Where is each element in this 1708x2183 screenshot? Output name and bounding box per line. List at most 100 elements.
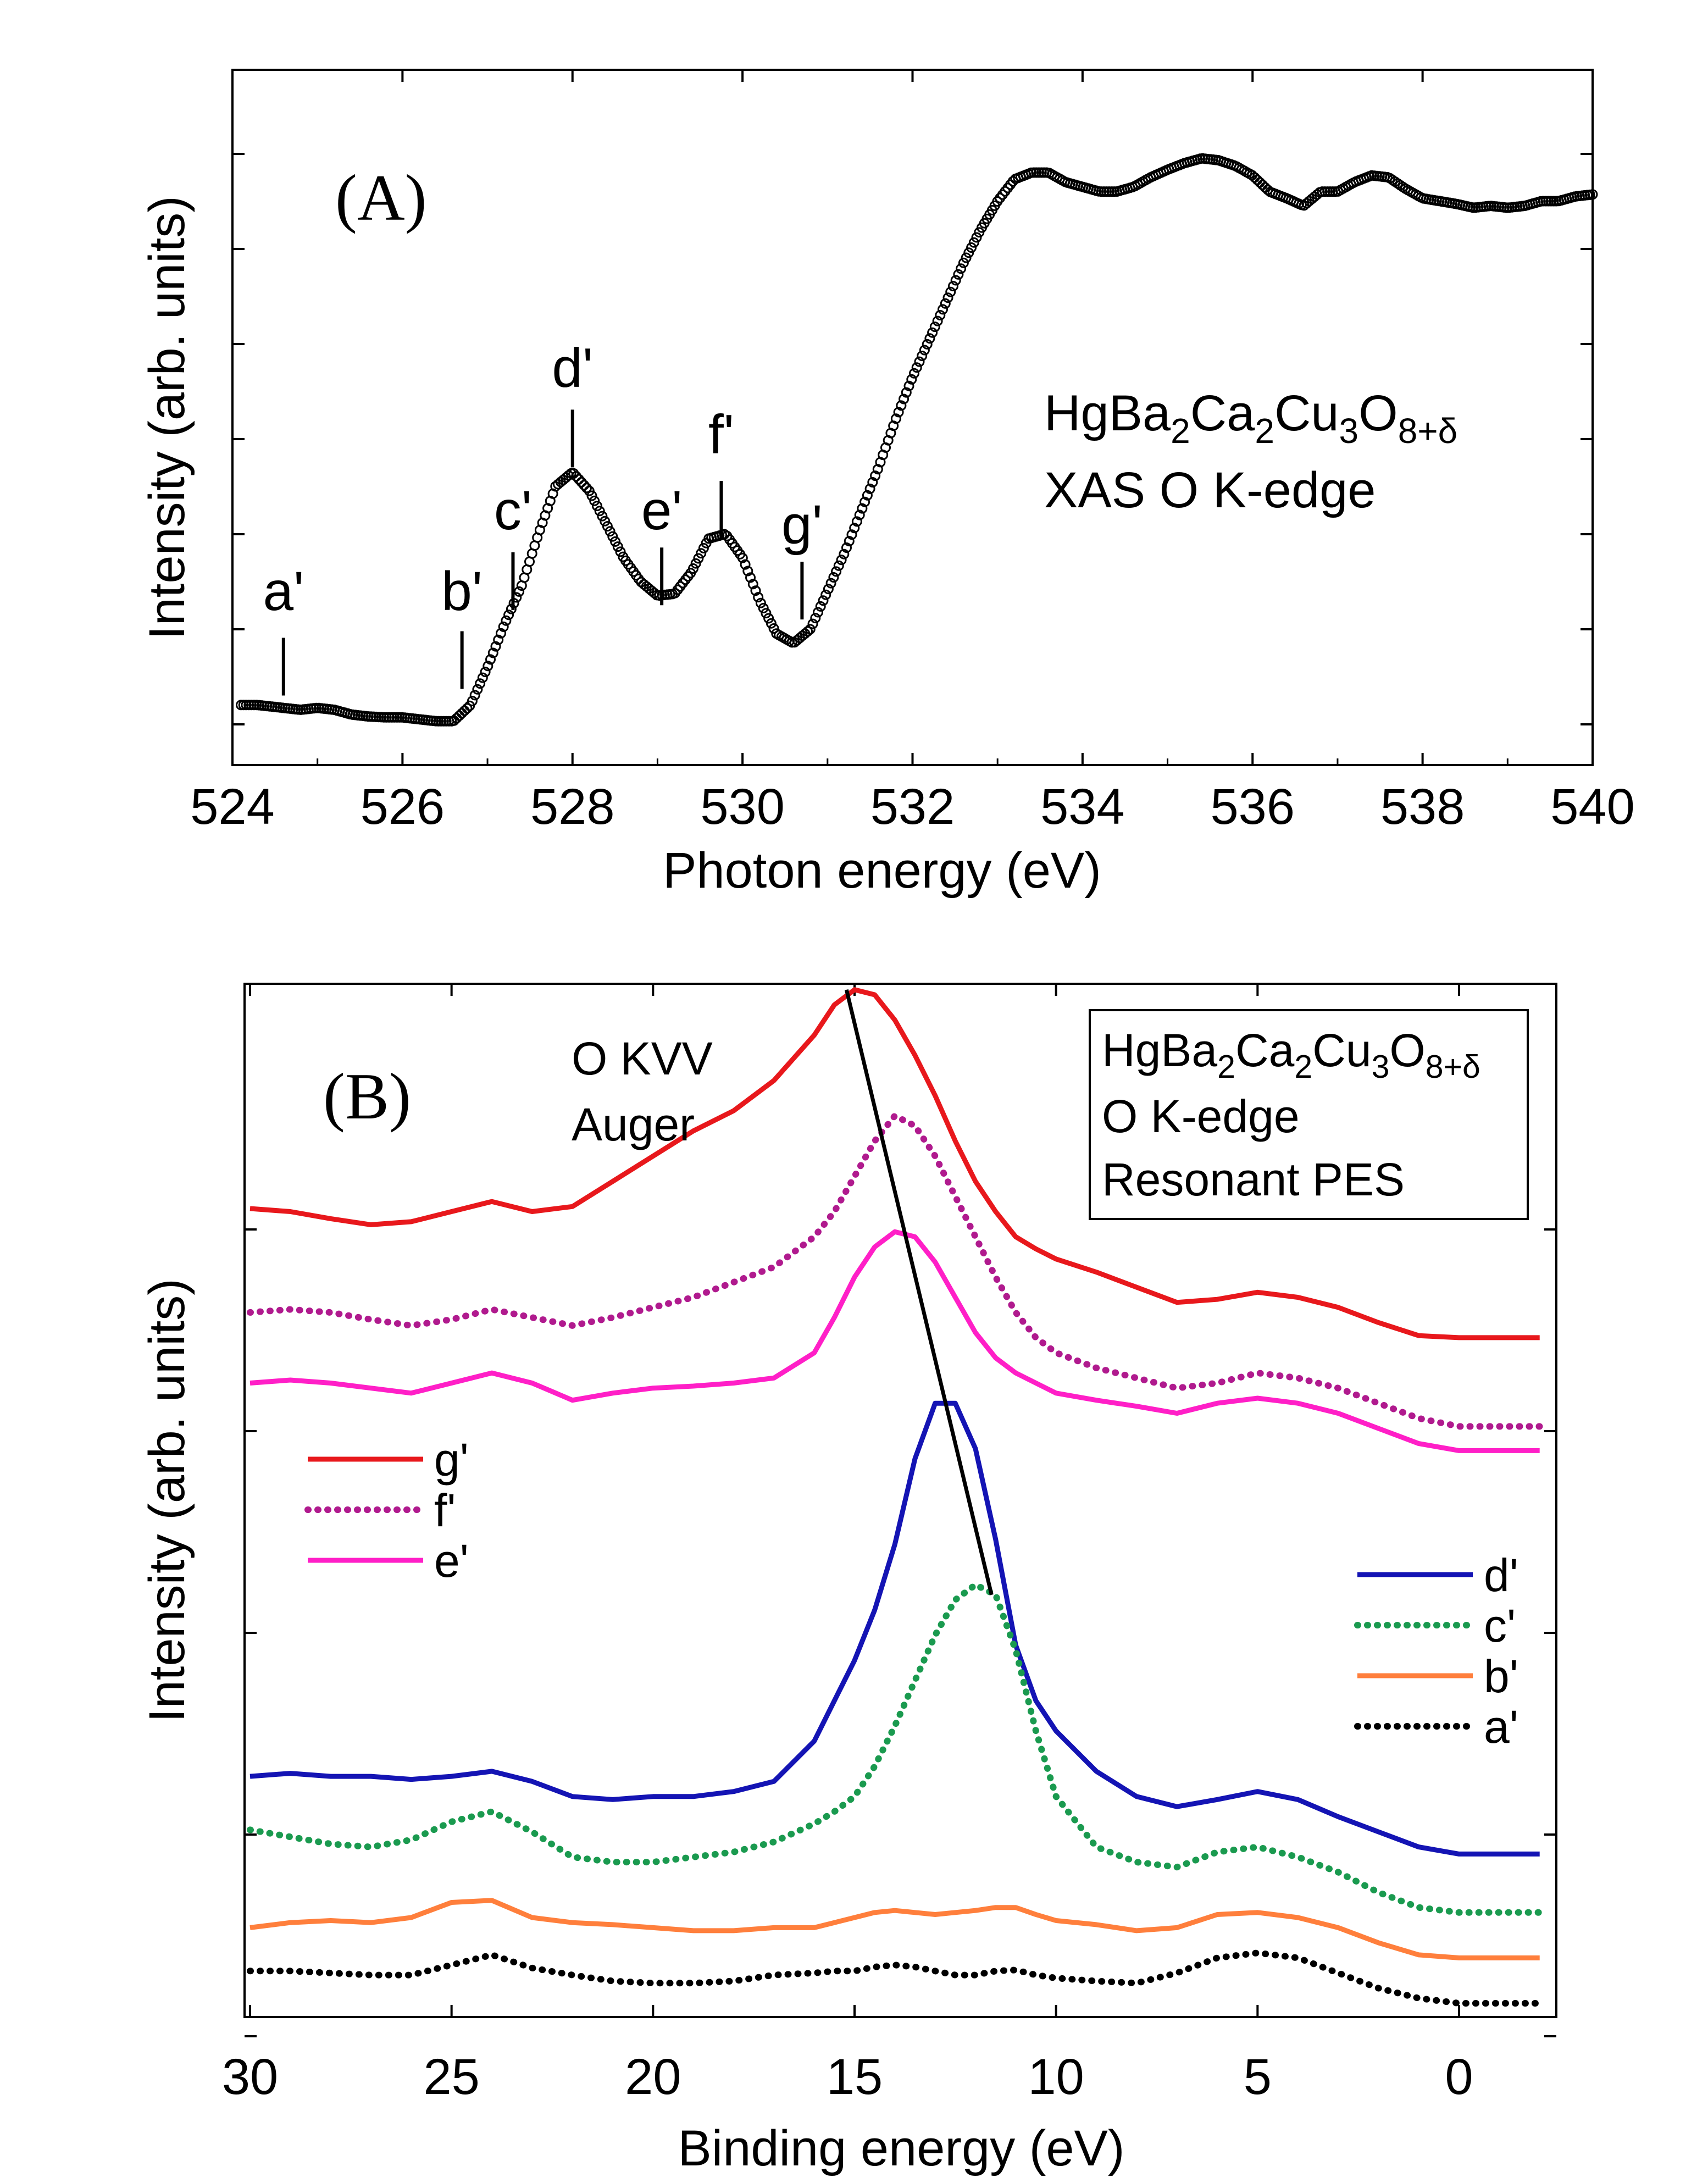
panel-a-data-point (472, 684, 483, 695)
spectrum-dp (249, 1400, 1540, 1857)
panel-b-x-tick-label: 30 (222, 2049, 278, 2105)
panel-a-data-point (807, 618, 818, 629)
panel-a-data-markers (236, 153, 1598, 727)
panel-a-ticks: 524 526 528 530 532 534 536 538 540 (190, 70, 1635, 835)
legend-label: f' (434, 1484, 456, 1536)
panel-a-x-tick-label: 534 (1040, 779, 1125, 835)
legend-label: c' (1484, 1600, 1516, 1652)
panel-a-data-point (802, 626, 813, 637)
panel-a-data-point (475, 678, 486, 689)
panel-a-data-point (514, 586, 525, 597)
panel-b-annotation-box (1089, 1009, 1529, 1220)
panel-a-data-point (589, 495, 600, 506)
panel-a-data-point (496, 628, 506, 639)
panel-a-data-point (919, 345, 930, 356)
panel-a-data-point (607, 531, 618, 542)
panel-b-x-tick-label: 20 (625, 2049, 681, 2105)
panel-a-data-point (963, 247, 974, 258)
panel-a-data-point (958, 257, 969, 268)
panel-a-technique: XAS O K-edge (1044, 462, 1376, 518)
panel-a-data-point (750, 585, 761, 596)
panel-a-data-point (766, 618, 777, 629)
panel-a-data-point (953, 269, 964, 280)
panel-a-data-point (901, 387, 912, 398)
panel-a-data-point (909, 368, 919, 379)
auger-label-line1: O KVV (572, 1033, 713, 1084)
panel-a-data-point (942, 292, 953, 303)
panel-b-edge: O K-edge (1102, 1090, 1300, 1142)
panel-a-data-point (755, 597, 766, 608)
panel-a-data-point (1007, 176, 1018, 187)
panel-a-data-point (493, 634, 504, 645)
formula-part: 8+δ (1398, 411, 1458, 451)
panel-a-data-point (605, 526, 615, 537)
panel-a-data-point (592, 501, 602, 512)
panel-a-data-point (857, 503, 868, 514)
panel-a-data-point (828, 572, 839, 583)
panel-a-data-point (825, 578, 836, 589)
panel-a-data-point (467, 696, 478, 706)
panel-a-data-point (693, 553, 704, 564)
panel-b-x-axis-title: Binding energy (eV) (678, 2120, 1124, 2176)
panel-a-data-point (742, 566, 753, 577)
panel-a-data-point (477, 672, 488, 683)
legend-label: d' (1484, 1549, 1518, 1601)
panel-a-data-point (480, 667, 491, 678)
spectrum-fp (247, 1112, 1543, 1430)
panel-a-data-point (940, 298, 951, 309)
panel-a-data-point (571, 471, 582, 482)
panel-b-formula: HgBa2Ca2Cu3O8+δ (1102, 1024, 1480, 1085)
panel-a-x-tick-label: 526 (361, 779, 445, 835)
formula-part: 3 (1339, 411, 1359, 451)
panel-a-data-point (805, 624, 816, 635)
panel-a-data-point (922, 339, 933, 350)
panel-b-ticks: 30 25 20 15 10 5 0 (222, 984, 1556, 2105)
panel-a-data-point (906, 374, 917, 385)
panel-a-x-tick-label: 538 (1380, 779, 1465, 835)
panel-a-data-point (579, 480, 590, 491)
panel-a-data-point (615, 546, 626, 557)
panel-a-data-point (896, 400, 907, 411)
legend-label: e' (434, 1535, 469, 1587)
panel-a-peak-markers: a' b'c' d' e' f' g' (263, 337, 823, 696)
panel-a-y-axis-title: Intensity (arb. units) (139, 196, 195, 640)
auger-label-line2: Auger (572, 1099, 695, 1150)
panel-a-data-point (844, 536, 855, 547)
panel-a-data-point (935, 310, 946, 320)
formula-part: O (1389, 1024, 1425, 1076)
legend-label: a' (1484, 1701, 1518, 1753)
panel-a-data-point (956, 263, 967, 274)
formula-part: 2 (1255, 411, 1274, 451)
panel-a-data-point (610, 536, 621, 547)
panel-a-data-point (867, 477, 878, 487)
panel-a-data-point (924, 333, 935, 344)
panel-b-technique: Resonant PES (1102, 1154, 1405, 1205)
panel-a-data-point (815, 601, 826, 612)
panel-a-data-point (737, 552, 748, 563)
panel-a-data-point (568, 468, 579, 479)
panel-a-data-point (849, 523, 860, 534)
panel-b-plot-frame (243, 983, 1557, 2018)
auger-dispersion-line (844, 989, 994, 1595)
panel-a-x-tick-label: 536 (1211, 779, 1295, 835)
panel-a-data-point (938, 304, 948, 315)
panel-a-data-point (462, 703, 473, 714)
panel-a-data-point (903, 380, 914, 391)
panel-a-data-point (836, 555, 847, 566)
panel-b-x-tick-label: 15 (827, 2049, 883, 2105)
panel-a-data-point (747, 579, 758, 590)
panel-a-data-point (914, 356, 925, 367)
panel-a-data-point (911, 362, 922, 373)
formula-part: Ca (1235, 1024, 1295, 1076)
panel-a-data-point (841, 542, 852, 553)
panel-a-data-point (820, 589, 831, 600)
panel-a-data-point (698, 542, 709, 553)
formula-part: 3 (1372, 1049, 1390, 1085)
panel-a-data-point (740, 559, 751, 570)
panel-a-data-point (813, 607, 823, 618)
panel-a-xas-chart: 524 526 528 530 532 534 536 538 540 a' b'c' d' e' f'… (139, 69, 1635, 899)
panel-a-data-point (971, 232, 982, 243)
panel-b-x-tick-label: 25 (423, 2049, 479, 2105)
panel-b-x-tick-label: 0 (1445, 2049, 1473, 2105)
